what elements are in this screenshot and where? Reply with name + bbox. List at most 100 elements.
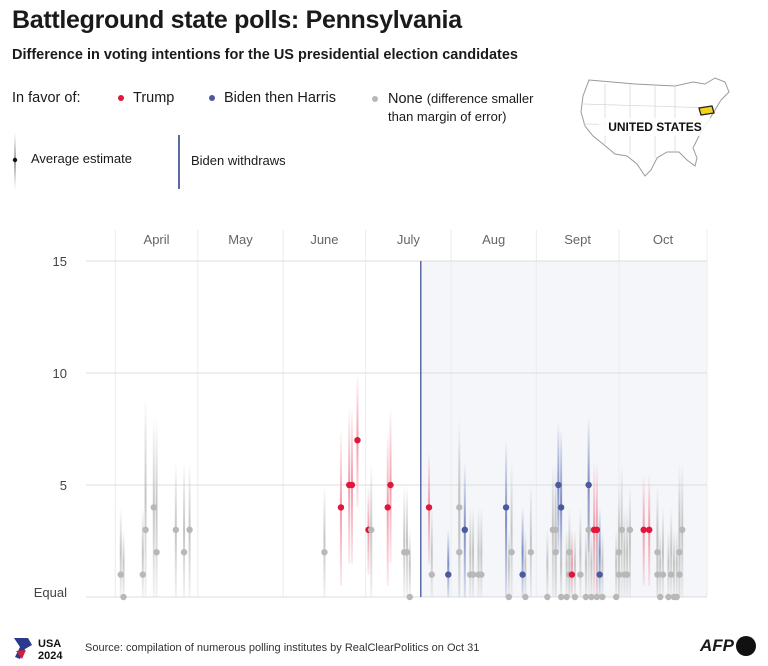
legend-average-label: Average estimate (31, 151, 132, 166)
page-subtitle: Difference in voting intentions for the … (12, 47, 518, 63)
poll-point-none (544, 593, 551, 601)
poll-point-none (142, 526, 149, 533)
poll-point-none (508, 549, 515, 556)
poll-point-none (403, 549, 411, 556)
poll-range-band (595, 529, 598, 597)
poll-point-none (150, 504, 157, 511)
poll-point-harris (596, 571, 603, 578)
poll-range-band (546, 529, 549, 597)
poll-range-band (590, 529, 593, 597)
poll-point-none (527, 549, 535, 556)
poll-range-band (521, 507, 524, 597)
poll-point-none (428, 571, 435, 578)
poll-range-band (579, 507, 582, 597)
poll-point-none (505, 593, 513, 601)
post-withdrawal-area (420, 261, 707, 597)
month-label: May (228, 232, 253, 247)
trump-dot-icon (118, 95, 124, 101)
poll-range-band (615, 529, 618, 597)
poll-point-none (456, 504, 463, 511)
poll-range-band (560, 429, 563, 575)
legend-in-favor-label: In favor of: (12, 90, 81, 106)
poll-point-none (552, 526, 559, 533)
page-title: Battleground state polls: Pennsylvania (12, 6, 462, 34)
poll-point-trump (387, 481, 394, 489)
usa-logo-line-2: 2024 (38, 650, 63, 661)
poll-point-trump (646, 526, 653, 533)
poll-point-none (659, 571, 667, 578)
poll-range-band (119, 507, 122, 597)
poll-range-band (560, 529, 563, 597)
month-label: July (397, 232, 421, 247)
poll-point-none (478, 571, 485, 578)
poll-point-none (673, 593, 680, 601)
y-tick-label: 15 (53, 254, 67, 269)
poll-range-band (573, 529, 576, 597)
us-map-icon: UNITED STATES (580, 77, 730, 177)
poll-point-trump (348, 481, 356, 489)
poll-range-band (458, 440, 461, 597)
poll-point-none (571, 593, 579, 601)
poll-point-harris (461, 526, 469, 533)
poll-range-band (323, 485, 326, 597)
poll-point-none (657, 593, 664, 601)
poll-point-none (623, 571, 631, 578)
poll-point-none (552, 549, 559, 556)
poll-point-harris (585, 481, 592, 489)
poll-range-band (408, 529, 411, 597)
poll-range-band (667, 529, 670, 597)
poll-point-none (563, 593, 570, 601)
legend-withdraw-label: Biden withdraws (191, 153, 286, 168)
legend-item-none: None (difference smaller than margin of e… (372, 90, 533, 126)
poll-point-trump (384, 504, 391, 511)
month-label: June (310, 232, 338, 247)
poll-range-band (659, 529, 662, 597)
poll-range-band (141, 507, 144, 597)
poll-range-band (472, 507, 475, 597)
poll-point-none (654, 571, 661, 578)
poll-point-trump (640, 526, 647, 533)
poll-point-none (368, 526, 375, 533)
poll-point-harris (519, 571, 526, 578)
poll-range-band (406, 485, 409, 597)
poll-point-trump (425, 504, 433, 511)
poll-range-band (183, 462, 186, 597)
poll-point-harris (502, 504, 510, 511)
y-tick-label: 5 (60, 478, 67, 493)
poll-range-band (524, 529, 527, 597)
poll-point-none (153, 549, 160, 556)
poll-point-none (406, 593, 413, 601)
poll-point-harris (555, 481, 562, 489)
poll-range-band (672, 529, 675, 597)
poll-point-none (321, 549, 328, 556)
poll-range-band (617, 485, 620, 597)
source-note: Source: compilation of numerous polling … (85, 642, 480, 654)
poll-range-band (122, 529, 125, 597)
poll-point-none (186, 526, 193, 533)
poll-range-band (661, 507, 664, 597)
poll-point-none (612, 593, 620, 601)
legend-none-label: None (388, 91, 423, 107)
poll-point-harris (557, 504, 565, 511)
usa-logo-line-1: USA (38, 638, 61, 650)
y-tick-label-equal: Equal (34, 585, 67, 600)
poll-range-band (675, 529, 678, 597)
none-dot-icon (372, 96, 378, 102)
poll-point-none (654, 549, 661, 556)
poll-range-band (598, 507, 601, 597)
poll-point-none (469, 571, 477, 578)
poll-point-none (172, 526, 180, 533)
poll-range-band (628, 485, 631, 597)
poll-range-band (570, 529, 573, 597)
poll-point-none (120, 593, 127, 601)
poll-point-trump (593, 526, 601, 533)
poll-point-none (557, 593, 565, 601)
poll-point-none (522, 593, 529, 601)
poll-point-harris (445, 571, 452, 578)
poll-point-none (615, 571, 623, 578)
poll-range-band (510, 462, 513, 597)
legend-none-note-1: (difference smaller (426, 91, 534, 106)
poll-range-band (144, 395, 147, 597)
month-label: April (144, 232, 170, 247)
harris-dot-icon (209, 95, 215, 101)
